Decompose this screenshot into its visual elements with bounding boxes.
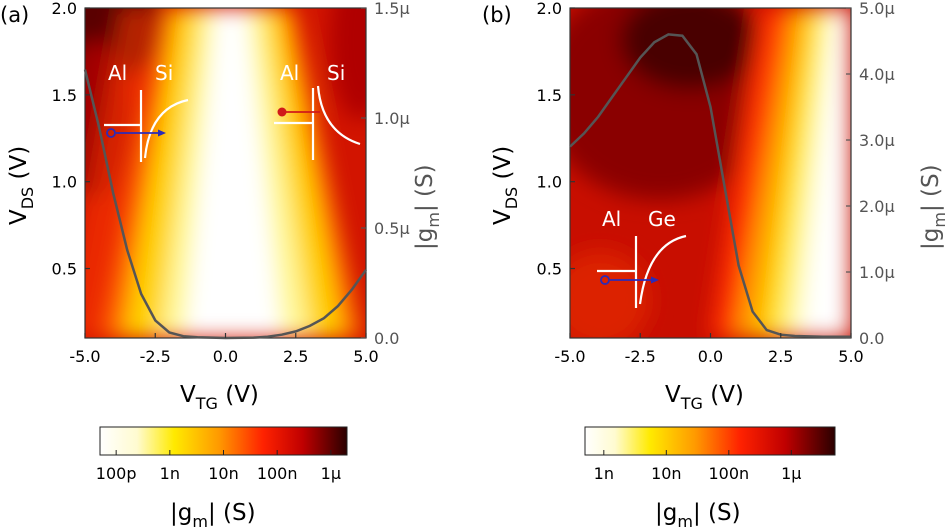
inset-label-metal: Al	[108, 61, 127, 85]
axis-ticks-a: -5.0 -2.5 0.0 2.5 5.0 0.5 1.0 1.5 2.0 0.0 0.5μ 1.0μ…	[52, 0, 410, 366]
colorbar-ticks-a: 100p 1n 10n 100n 1μ	[96, 450, 341, 483]
y-tick-label: 0.5	[537, 260, 562, 279]
electron-injection-a	[106, 128, 166, 138]
y-tick-label: 2.0	[52, 0, 77, 18]
y-tick-label: 1.5	[537, 86, 562, 105]
y-tick-label: 1.5	[52, 86, 77, 105]
y2-tick-label: 4.0μ	[859, 65, 895, 84]
y-tick-label: 2.0	[537, 0, 562, 18]
y2-tick-label: 5.0μ	[859, 0, 895, 18]
inset-label-semiconductor: Ge	[648, 207, 676, 231]
axis-ticks-b: -5.0 -2.5 0.0 2.5 5.0 0.5 1.0 1.5 2.0 0.0 1.0μ 2.0μ…	[537, 0, 895, 366]
y2-tick-label: 1.0μ	[374, 109, 410, 128]
band-diagram-right-a	[274, 85, 361, 160]
x-tick-label: 2.5	[768, 347, 793, 366]
hole-icon	[106, 128, 116, 138]
heatmap-a	[85, 8, 366, 338]
x-tick-label: 0.0	[213, 347, 238, 366]
y2-tick-label: 1.5μ	[374, 0, 410, 18]
y-tick-label: 1.0	[52, 173, 77, 192]
colorbar-tick-label: 100n	[708, 464, 749, 483]
colorbar-tick-label: 10n	[208, 464, 239, 483]
y-axis-label-a: VDS (V)	[6, 146, 37, 225]
inset-label-metal: Al	[280, 61, 299, 85]
x-tick-label: 5.0	[838, 347, 863, 366]
x-tick-label: 0.0	[698, 347, 723, 366]
x-tick-label: 5.0	[353, 347, 378, 366]
y-tick-label: 1.0	[537, 173, 562, 192]
band-diagram-b	[597, 234, 687, 308]
band-diagram-left-a	[104, 90, 189, 162]
x-axis-label-b: VTG (V)	[665, 382, 744, 413]
x-tick-label: -2.5	[625, 347, 656, 366]
x-tick-label: -5.0	[554, 347, 585, 366]
x-tick-label: 2.5	[283, 347, 308, 366]
colorbar-tick-label: 1μ	[781, 464, 801, 483]
colorbar-tick-label: 100n	[257, 464, 298, 483]
arrowhead-icon	[158, 129, 166, 137]
heatmap-b	[570, 8, 851, 338]
electron-icon	[277, 107, 287, 117]
colorbar-tick-label: 1n	[594, 464, 614, 483]
y2-axis-label-b: |gm| (S)	[918, 164, 947, 250]
inset-label-semiconductor: Si	[327, 61, 345, 85]
colorbar-tick-label: 100p	[96, 464, 137, 483]
y-axis-label-b: VDS (V)	[490, 146, 521, 225]
x-axis-label-a: VTG (V)	[180, 382, 259, 413]
y2-tick-label: 0.5μ	[374, 219, 410, 238]
panel-b: -5.0 -2.5 0.0 2.5 5.0 0.5 1.0 1.5 2.0 0.0 1.0μ 2.0μ…	[482, 0, 947, 527]
y2-tick-label: 0.0	[859, 329, 884, 348]
hole-icon	[600, 275, 610, 285]
colorbar-tick-label: 1n	[160, 464, 180, 483]
inset-label-semiconductor: Si	[155, 61, 173, 85]
hole-injection-a	[277, 107, 320, 117]
x-tick-label: -5.0	[69, 347, 100, 366]
y2-tick-label: 0.0	[374, 329, 399, 348]
colorbar-ticks-b: 1n 10n 100n 1μ	[594, 450, 801, 483]
inset-label-metal: Al	[602, 207, 621, 231]
colorbar-tick-label: 10n	[651, 464, 682, 483]
colorbar-tick-label: 1μ	[321, 464, 341, 483]
panel-label-a: (a)	[0, 3, 29, 27]
y2-tick-label: 2.0μ	[859, 197, 895, 216]
y-tick-label: 0.5	[52, 260, 77, 279]
x-tick-label: -2.5	[140, 347, 171, 366]
panel-label-b: (b)	[482, 3, 512, 27]
arrowhead-icon	[651, 276, 659, 284]
y2-tick-label: 3.0μ	[859, 131, 895, 150]
colorbar-b	[584, 426, 836, 456]
colorbar-label-b: |gm| (S)	[655, 500, 741, 527]
colorbar-label-a: |gm| (S)	[170, 500, 256, 527]
panel-a: -5.0 -2.5 0.0 2.5 5.0 0.5 1.0 1.5 2.0 0.0 0.5μ 1.0μ…	[0, 0, 443, 527]
y2-axis-label-a: |gm| (S)	[412, 164, 443, 250]
electron-injection-b	[600, 275, 659, 285]
y2-tick-label: 1.0μ	[859, 263, 895, 282]
